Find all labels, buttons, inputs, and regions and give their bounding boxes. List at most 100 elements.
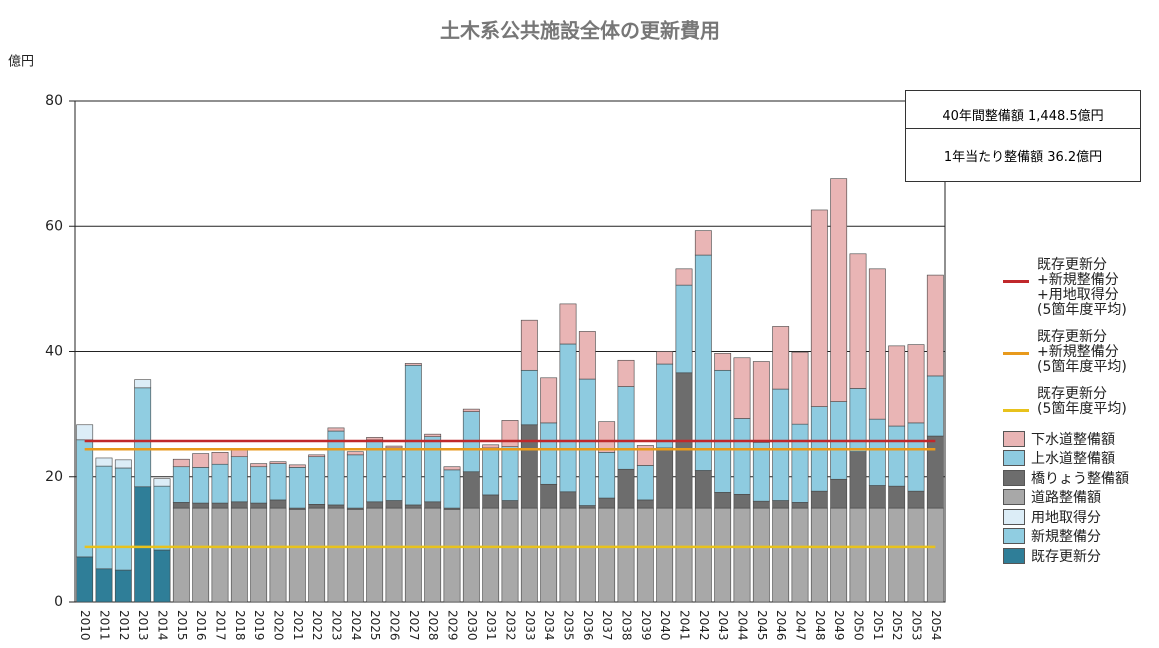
bar-segment: [250, 507, 268, 603]
legend-swatch: [1003, 409, 1029, 412]
x-tick-label: 2035: [562, 610, 576, 641]
bar-segment: [327, 427, 345, 432]
bar-segment: [366, 507, 384, 603]
bar-segment: [733, 357, 751, 419]
legend-label: 道路整備額: [1031, 490, 1101, 507]
x-tick-label: 2027: [407, 610, 421, 641]
bar-segment: [733, 507, 751, 603]
bar-segment: [501, 507, 519, 603]
bar-segment: [269, 507, 287, 603]
bar-segment: [76, 439, 94, 558]
bar-segment: [617, 468, 635, 509]
x-tick-label: 2042: [697, 610, 711, 641]
bar-segment: [443, 469, 461, 509]
bar-segment: [230, 501, 248, 509]
x-tick-label: 2028: [426, 610, 440, 641]
bar-segment: [424, 436, 442, 503]
x-tick-label: 2032: [504, 610, 518, 641]
bar-segment: [192, 502, 210, 509]
bar-segment: [694, 470, 712, 509]
x-tick-label: 2011: [98, 610, 112, 641]
bar-segment: [95, 457, 113, 467]
bar-segment: [926, 435, 944, 509]
bar-segment: [424, 433, 442, 437]
bar-segment: [134, 486, 152, 603]
bar-segment: [482, 444, 500, 449]
bar-segment: [482, 494, 500, 509]
bar-segment: [385, 447, 403, 501]
legend-label: 橋りょう整備額: [1031, 470, 1129, 487]
bar-segment: [462, 408, 480, 412]
bar-segment: [404, 507, 422, 603]
bar-segment: [694, 507, 712, 603]
x-tick-label: 2018: [233, 610, 247, 641]
bar-segment: [675, 284, 693, 374]
bar-segment: [733, 418, 751, 495]
bar-segment: [230, 456, 248, 503]
bar-segment: [404, 364, 422, 506]
bar-segment: [675, 507, 693, 603]
bar-segment: [791, 423, 809, 503]
bar-segment: [76, 556, 94, 603]
bar-segment: [153, 549, 171, 603]
x-tick-label: 2039: [639, 610, 653, 641]
bar-segment: [791, 507, 809, 603]
legend-item: 下水道整備額: [1003, 429, 1159, 449]
x-tick-label: 2023: [330, 610, 344, 641]
bar-segment: [714, 507, 732, 603]
x-tick-label: 2037: [600, 610, 614, 641]
bar-segment: [578, 331, 596, 380]
bar-segment: [675, 268, 693, 286]
bar-segment: [366, 436, 384, 441]
bar-segment: [907, 422, 925, 492]
x-tick-label: 2022: [310, 610, 324, 641]
legend-label: 下水道整備額: [1031, 431, 1115, 448]
bar-segment: [462, 507, 480, 603]
bar-segment: [288, 467, 306, 509]
legend-swatch: [1003, 528, 1025, 545]
x-tick-label: 2017: [214, 610, 228, 641]
bar-segment: [462, 471, 480, 509]
x-tick-label: 2051: [871, 610, 885, 641]
legend-label: 上水道整備額: [1031, 451, 1115, 468]
bar-segment: [559, 491, 577, 509]
bar-segment: [772, 388, 790, 501]
x-tick-label: 2043: [716, 610, 730, 641]
x-tick-label: 2019: [252, 610, 266, 641]
bar-segment: [888, 425, 906, 487]
bar-segment: [520, 369, 538, 426]
annotation-box: 1年当たり整備額 36.2億円: [905, 128, 1141, 182]
bar-segment: [772, 500, 790, 509]
y-tick-label: 20: [45, 469, 63, 485]
bar-segment: [810, 209, 828, 407]
bar-segment: [192, 467, 210, 504]
legend-item: 用地取得分: [1003, 507, 1159, 527]
bar-segment: [559, 507, 577, 603]
legend-label: 新規整備分: [1031, 529, 1101, 546]
bar-segment: [656, 363, 674, 449]
legend-label: 既存更新分 (5箇年度平均): [1037, 386, 1127, 417]
bar-segment: [907, 344, 925, 424]
bar-segment: [385, 507, 403, 603]
legend-swatch: [1003, 489, 1025, 506]
x-tick-label: 2026: [388, 610, 402, 641]
bar-segment: [288, 464, 306, 468]
bar-segment: [752, 442, 770, 502]
bar-segment: [211, 507, 229, 603]
bar-segment: [714, 369, 732, 493]
bar-segment: [849, 451, 867, 509]
bar-segment: [192, 507, 210, 603]
bar-segment: [810, 507, 828, 603]
y-tick-label: 0: [54, 594, 63, 610]
bar-segment: [868, 268, 886, 420]
bar-segment: [308, 456, 326, 505]
y-axis-label: 億円: [8, 54, 34, 70]
bar-segment: [404, 363, 422, 366]
bar-segment: [172, 507, 190, 603]
bar-segment: [926, 507, 944, 603]
bar-segment: [114, 459, 132, 469]
bar-segment: [907, 490, 925, 509]
bar-segment: [656, 447, 674, 509]
x-tick-label: 2041: [678, 610, 692, 641]
